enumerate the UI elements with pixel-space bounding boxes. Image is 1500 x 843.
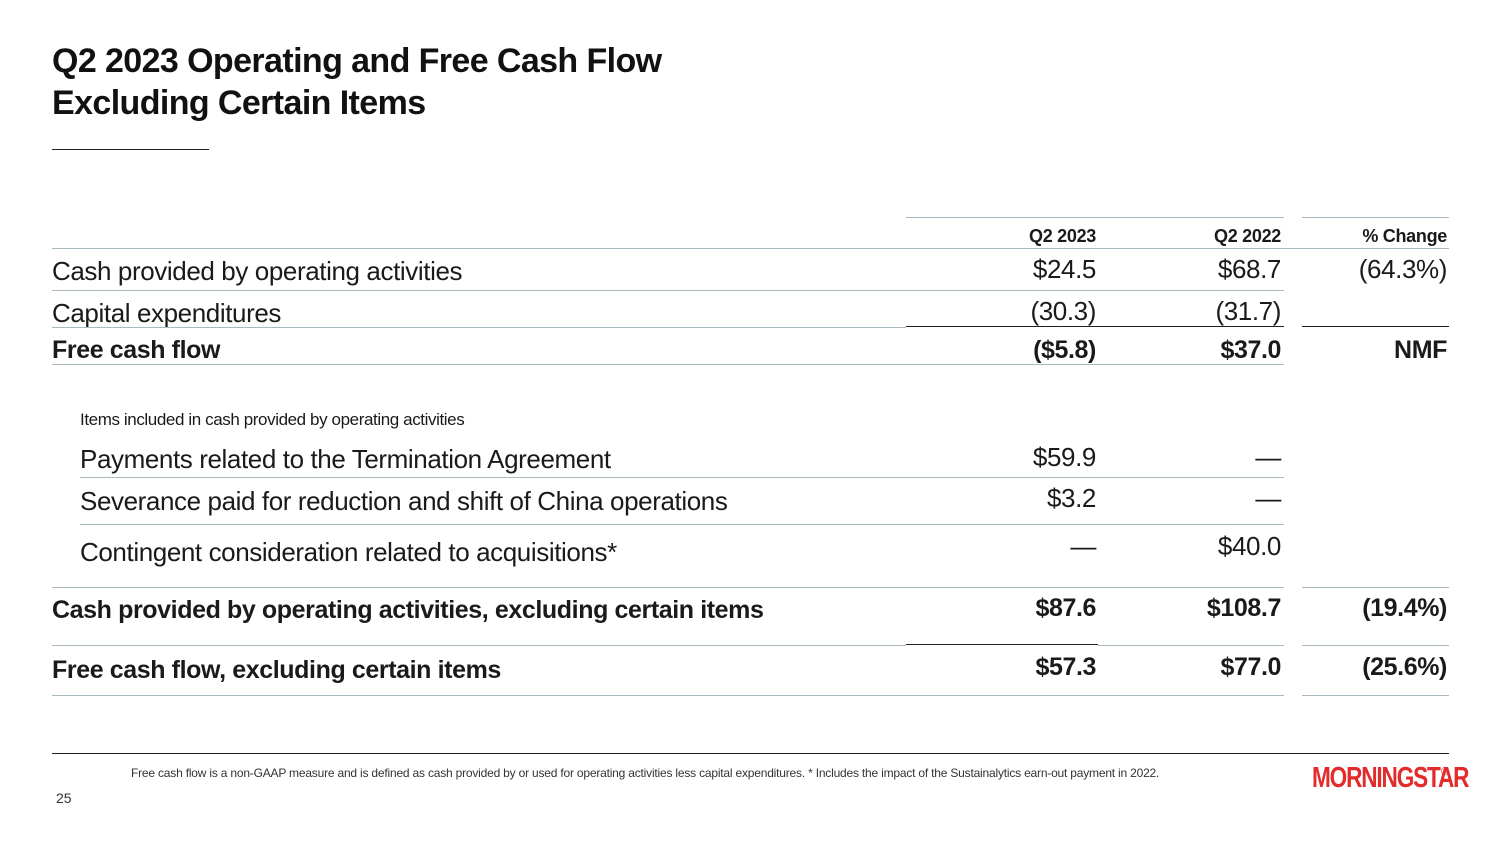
termination-q2-2023: $59.9 (1032, 442, 1096, 472)
row-rule-fcf (52, 364, 1284, 365)
column-header-change: % Change (1362, 226, 1447, 246)
row-rule-cfo-excl-change (1302, 645, 1449, 646)
fcf-change: NMF (1394, 336, 1447, 364)
page-title-line1: Q2 2023 Operating and Free Cash Flow (52, 42, 662, 80)
capex-q2-2023: (30.3) (1030, 296, 1096, 326)
column-header-q2-2023: Q2 2023 (1029, 226, 1096, 246)
header-top-rule (906, 217, 1284, 218)
capex-q2-2022: (31.7) (1215, 296, 1281, 326)
page-number: 25 (56, 790, 72, 806)
fcf-excl-q2-2022: $77.0 (1220, 653, 1281, 681)
row-rule-contingent (52, 587, 1284, 588)
subtotal-rule-change (1302, 326, 1449, 327)
row-rule-cfo (52, 290, 1284, 291)
row-rule-cfo-excl-q2-2022 (1098, 645, 1284, 646)
row-label-severance: Severance paid for reduction and shift o… (80, 486, 728, 516)
cfo-excl-change: (19.4%) (1362, 594, 1447, 622)
row-rule-fcf-excl (52, 695, 1284, 696)
items-heading: Items included in cash provided by opera… (80, 410, 465, 429)
fcf-q2-2022: $37.0 (1220, 336, 1281, 364)
row-rule-fcf-excl-change (1302, 695, 1449, 696)
column-header-q2-2022: Q2 2022 (1214, 226, 1281, 246)
row-rule-capex-left (52, 327, 906, 328)
row-label-fcf-excl: Free cash flow, excluding certain items (52, 656, 501, 684)
registered-mark-icon: ® (1441, 766, 1450, 778)
subtotal-rule (906, 326, 1284, 327)
cfo-q2-2022: $68.7 (1217, 254, 1281, 284)
severance-q2-2023: $3.2 (1046, 483, 1096, 513)
row-rule-termination (80, 477, 1284, 478)
row-label-cfo: Cash provided by operating activities (52, 256, 463, 286)
footnote: Free cash flow is a non-GAAP measure and… (131, 766, 1160, 780)
header-bottom-rule (52, 248, 1449, 249)
row-label-contingent: Contingent consideration related to acqu… (80, 537, 617, 567)
fcf-q2-2023: ($5.8) (1033, 336, 1096, 364)
cfo-change: (64.3%) (1358, 254, 1448, 284)
row-rule-cfo-excl-q2-2023 (906, 644, 1098, 645)
fcf-excl-change: (25.6%) (1362, 653, 1447, 681)
severance-q2-2022: — (1255, 483, 1281, 513)
cfo-excl-q2-2023: $87.6 (1035, 594, 1096, 622)
header-top-rule-change (1302, 217, 1449, 218)
row-label-fcf: Free cash flow (52, 336, 221, 364)
footer-rule (52, 753, 1449, 754)
row-rule-cfo-excl-left (52, 645, 906, 646)
row-rule-severance (80, 524, 1284, 525)
termination-q2-2022: — (1255, 442, 1281, 472)
row-rule-contingent-change (1302, 587, 1449, 588)
contingent-q2-2022: $40.0 (1217, 531, 1281, 561)
cfo-excl-q2-2022: $108.7 (1206, 594, 1281, 622)
row-label-capex: Capital expenditures (52, 298, 282, 328)
row-label-termination: Payments related to the Termination Agre… (80, 444, 611, 474)
row-label-cfo-excl: Cash provided by operating activities, e… (52, 596, 764, 624)
page-title: Q2 2023 Operating and Free Cash Flow Exc… (52, 40, 662, 124)
contingent-q2-2023: — (1070, 531, 1096, 561)
cfo-q2-2023: $24.5 (1032, 254, 1096, 284)
page-title-line2: Excluding Certain Items (52, 84, 426, 122)
morningstar-logo: MORNINGSTAR (1312, 762, 1470, 794)
fcf-excl-q2-2023: $57.3 (1035, 653, 1096, 681)
title-underline (52, 149, 209, 150)
